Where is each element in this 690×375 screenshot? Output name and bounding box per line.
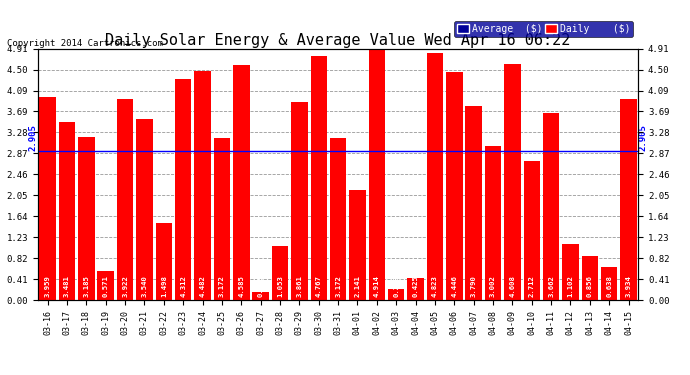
Bar (78, 137, 95, 300)
Text: 3.959: 3.959 (45, 276, 50, 297)
Bar (136, 119, 152, 300)
Bar (310, 56, 327, 300)
Bar (253, 292, 269, 300)
Bar (291, 102, 308, 300)
Text: 3.172: 3.172 (335, 276, 341, 297)
Bar (466, 106, 482, 300)
Bar (407, 278, 424, 300)
Bar (214, 138, 230, 300)
Text: 4.823: 4.823 (432, 276, 438, 297)
Bar (97, 271, 114, 300)
Bar (349, 190, 366, 300)
Text: 1.102: 1.102 (567, 276, 573, 297)
Text: 0.571: 0.571 (103, 276, 109, 297)
Bar (601, 267, 618, 300)
Text: 0.425: 0.425 (413, 276, 419, 297)
Bar (117, 99, 133, 300)
Text: 3.922: 3.922 (122, 276, 128, 297)
Bar (272, 246, 288, 300)
Text: 2.712: 2.712 (529, 276, 535, 297)
Text: 3.185: 3.185 (83, 276, 90, 297)
Text: 4.312: 4.312 (180, 276, 186, 297)
Text: 3.172: 3.172 (219, 276, 225, 297)
Text: 0.638: 0.638 (607, 276, 612, 297)
Bar (155, 224, 172, 300)
Bar (562, 244, 579, 300)
Bar (388, 289, 404, 300)
Bar (485, 146, 501, 300)
Bar (426, 53, 443, 300)
Text: 4.608: 4.608 (509, 276, 515, 297)
Text: 0.149: 0.149 (257, 276, 264, 297)
Bar (195, 70, 210, 300)
Text: 3.481: 3.481 (64, 276, 70, 297)
Bar (175, 80, 191, 300)
Bar (330, 138, 346, 300)
Bar (59, 122, 75, 300)
Text: 4.482: 4.482 (199, 276, 206, 297)
Bar (368, 48, 385, 300)
Text: 2.905: 2.905 (29, 124, 38, 152)
Text: 4.914: 4.914 (374, 276, 380, 297)
Text: 3.540: 3.540 (141, 276, 148, 297)
Bar (39, 98, 56, 300)
Bar (524, 161, 540, 300)
Bar (504, 64, 521, 300)
Bar (233, 65, 250, 300)
Bar (543, 112, 560, 300)
Bar (582, 256, 598, 300)
Text: 4.446: 4.446 (451, 276, 457, 297)
Text: 4.767: 4.767 (316, 276, 322, 297)
Text: 3.002: 3.002 (490, 276, 496, 297)
Text: 0.209: 0.209 (393, 276, 400, 297)
Bar (620, 99, 637, 300)
Text: 1.053: 1.053 (277, 276, 283, 297)
Text: 3.934: 3.934 (626, 276, 631, 297)
Text: 4.585: 4.585 (238, 276, 244, 297)
Text: Copyright 2014 Cartronics.com: Copyright 2014 Cartronics.com (7, 39, 163, 48)
Bar (446, 72, 462, 300)
Text: 3.790: 3.790 (471, 276, 477, 297)
Text: 3.861: 3.861 (297, 276, 302, 297)
Title: Daily Solar Energy & Average Value Wed Apr 16 06:22: Daily Solar Energy & Average Value Wed A… (106, 33, 571, 48)
Text: 2.905: 2.905 (638, 124, 647, 152)
Text: 3.662: 3.662 (548, 276, 554, 297)
Legend: Average  ($), Daily    ($): Average ($), Daily ($) (455, 21, 633, 37)
Text: 1.498: 1.498 (161, 276, 167, 297)
Text: 0.856: 0.856 (586, 276, 593, 297)
Text: 2.141: 2.141 (355, 276, 360, 297)
